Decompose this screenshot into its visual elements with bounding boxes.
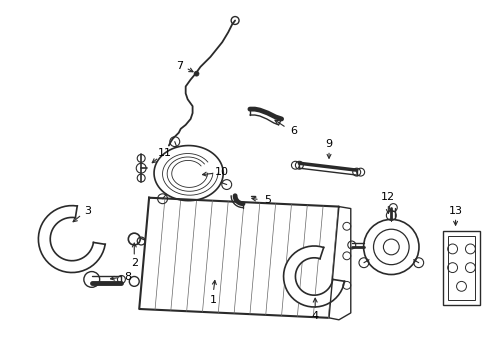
- Polygon shape: [39, 206, 105, 273]
- Text: 7: 7: [176, 61, 183, 71]
- Polygon shape: [328, 207, 350, 320]
- Bar: [447, 236, 474, 300]
- Text: 8: 8: [123, 273, 131, 283]
- Text: 10: 10: [215, 167, 229, 177]
- Text: 12: 12: [381, 192, 395, 202]
- Polygon shape: [154, 145, 223, 201]
- Polygon shape: [283, 246, 344, 307]
- Text: 1: 1: [209, 295, 216, 305]
- Text: 9: 9: [325, 139, 332, 149]
- Text: 3: 3: [84, 206, 91, 216]
- Text: 13: 13: [447, 206, 462, 216]
- Text: 5: 5: [264, 195, 271, 205]
- Text: 6: 6: [289, 126, 296, 136]
- Text: 2: 2: [130, 258, 138, 268]
- Text: 11: 11: [158, 148, 172, 158]
- Polygon shape: [139, 198, 338, 318]
- Text: 4: 4: [311, 311, 318, 321]
- Bar: [442, 231, 479, 305]
- Circle shape: [194, 71, 199, 76]
